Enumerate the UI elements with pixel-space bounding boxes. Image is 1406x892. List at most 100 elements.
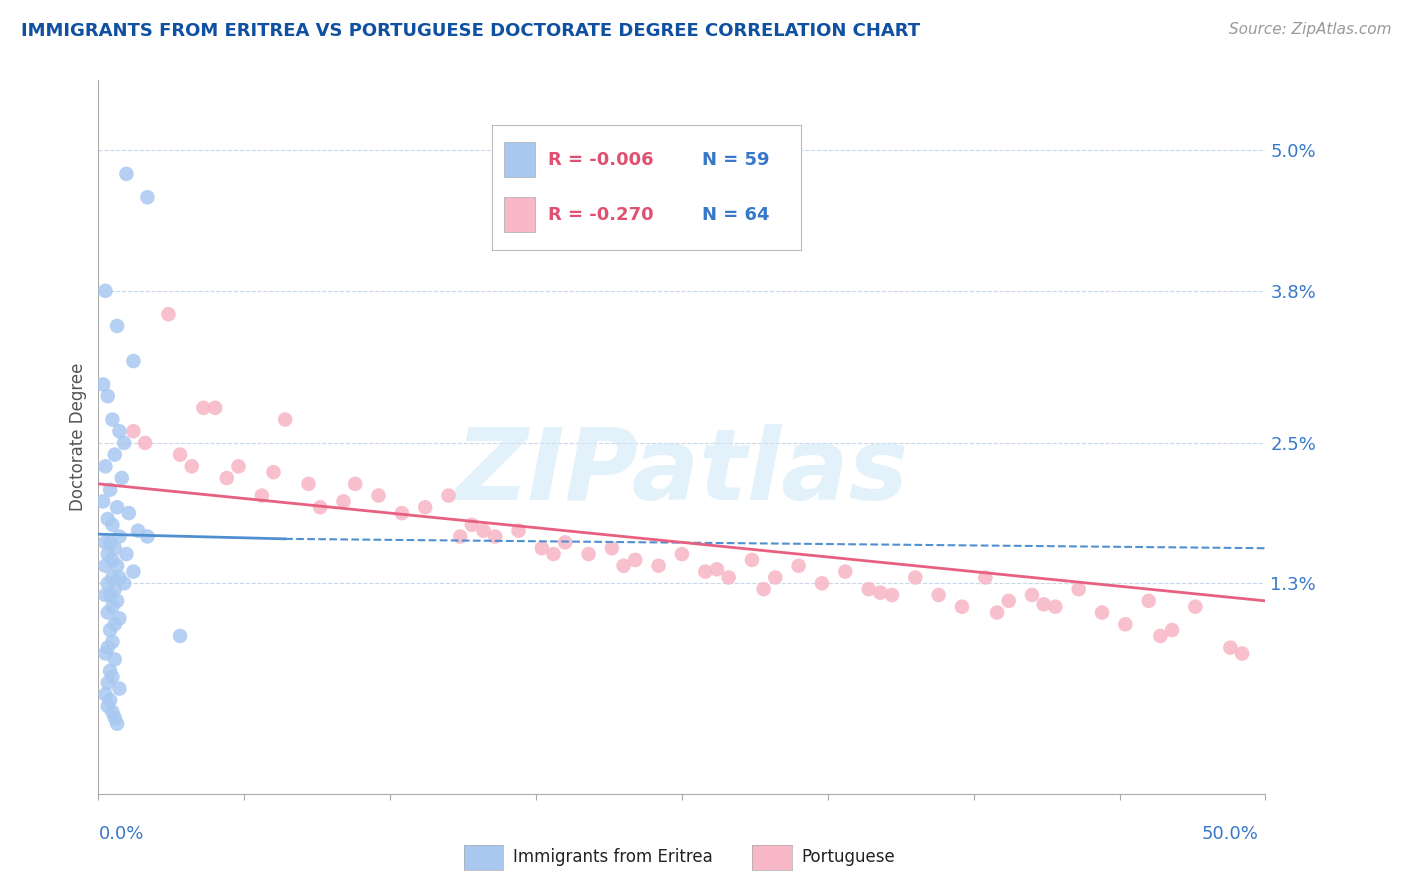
Point	[122, 354, 145, 368]
Point	[118, 506, 141, 520]
Point	[413, 500, 436, 515]
Point	[880, 588, 903, 602]
Point	[97, 606, 120, 620]
Point	[180, 459, 202, 474]
Point	[986, 606, 1008, 620]
Point	[97, 699, 120, 714]
Point	[950, 599, 973, 614]
Point	[115, 167, 138, 181]
Point	[612, 558, 634, 573]
Point	[228, 459, 250, 474]
Point	[94, 558, 117, 573]
Point	[1184, 599, 1206, 614]
Point	[811, 576, 834, 591]
Point	[105, 594, 128, 608]
Point	[787, 558, 810, 573]
Point	[1045, 599, 1067, 614]
Point	[869, 585, 891, 599]
Point	[108, 611, 131, 625]
Text: N = 64: N = 64	[703, 206, 770, 224]
Point	[104, 448, 127, 462]
Point	[101, 635, 124, 649]
Point	[97, 640, 120, 655]
Point	[98, 588, 121, 602]
Point	[928, 588, 950, 602]
Point	[695, 565, 717, 579]
Point	[97, 675, 120, 690]
Point	[105, 558, 128, 573]
Point	[104, 711, 127, 725]
Point	[94, 647, 117, 661]
Point	[752, 582, 775, 596]
Text: Source: ZipAtlas.com: Source: ZipAtlas.com	[1229, 22, 1392, 37]
Point	[449, 529, 471, 543]
Point	[997, 594, 1019, 608]
Point	[1032, 598, 1054, 612]
Point	[472, 524, 495, 538]
Point	[98, 693, 121, 707]
Point	[112, 436, 135, 450]
Point	[101, 570, 124, 584]
Point	[858, 582, 880, 596]
Point	[543, 547, 565, 561]
Text: R = -0.006: R = -0.006	[548, 151, 654, 169]
Point	[904, 570, 927, 584]
Point	[97, 389, 120, 403]
Point	[94, 688, 117, 702]
Bar	[505, 143, 536, 178]
Point	[530, 541, 553, 556]
Point	[101, 705, 124, 719]
Point	[1067, 582, 1090, 596]
Point	[600, 541, 623, 556]
Point	[97, 547, 120, 561]
Point	[706, 562, 728, 576]
Point	[94, 459, 117, 474]
Point	[105, 500, 128, 515]
Point	[1091, 606, 1114, 620]
Point	[104, 582, 127, 596]
Point	[461, 517, 484, 532]
Point	[1137, 594, 1160, 608]
Point	[274, 412, 297, 426]
Point	[105, 318, 128, 333]
Point	[111, 471, 134, 485]
Point	[169, 448, 191, 462]
Point	[1219, 640, 1241, 655]
Point	[741, 553, 763, 567]
Point	[104, 617, 127, 632]
Point	[169, 629, 191, 643]
Point	[157, 307, 180, 321]
Point	[717, 570, 740, 584]
Point	[578, 547, 600, 561]
Point	[94, 284, 117, 298]
Text: R = -0.270: R = -0.270	[548, 206, 654, 224]
Point	[262, 465, 284, 479]
Y-axis label: Doctorate Degree: Doctorate Degree	[69, 363, 87, 511]
Point	[101, 670, 124, 684]
Point	[101, 599, 124, 614]
Point	[193, 401, 215, 415]
Point	[101, 412, 124, 426]
Point	[101, 553, 124, 567]
Point	[98, 623, 121, 637]
Text: N = 59: N = 59	[703, 151, 770, 169]
Point	[122, 565, 145, 579]
Point	[437, 489, 460, 503]
Point	[115, 547, 138, 561]
Point	[508, 524, 530, 538]
Point	[344, 476, 367, 491]
Point	[104, 541, 127, 556]
Point	[309, 500, 332, 515]
Text: 50.0%: 50.0%	[1202, 825, 1258, 843]
Text: IMMIGRANTS FROM ERITREA VS PORTUGUESE DOCTORATE DEGREE CORRELATION CHART: IMMIGRANTS FROM ERITREA VS PORTUGUESE DO…	[21, 22, 920, 40]
Point	[1114, 617, 1136, 632]
Point	[101, 517, 124, 532]
Point	[1161, 623, 1184, 637]
Point	[391, 506, 413, 520]
Point	[297, 476, 319, 491]
Point	[671, 547, 693, 561]
Point	[136, 529, 159, 543]
Point	[108, 424, 131, 438]
Point	[215, 471, 238, 485]
Point	[250, 489, 273, 503]
